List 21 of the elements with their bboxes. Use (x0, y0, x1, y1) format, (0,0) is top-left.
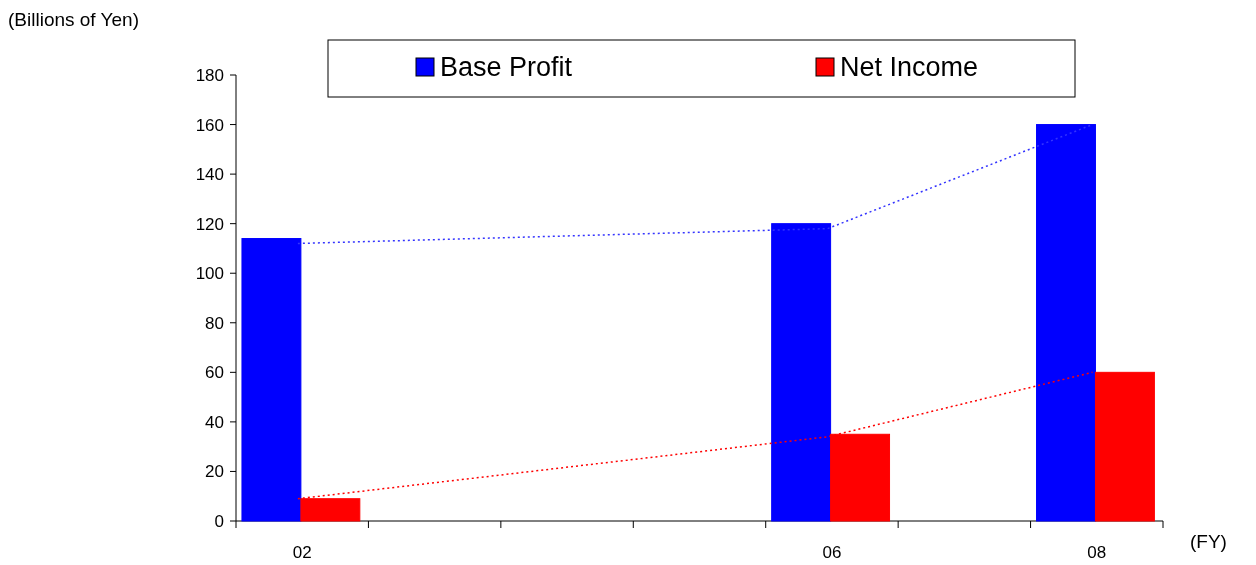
y-tick-label: 20 (205, 462, 224, 482)
y-tick-label: 180 (195, 65, 224, 85)
x-axis-title: (FY) (1190, 531, 1227, 552)
y-tick-label: 0 (214, 511, 224, 531)
y-tick-label: 100 (195, 264, 224, 284)
x-tick-label: 06 (822, 543, 842, 562)
y-axis-title: (Billions of Yen) (8, 9, 139, 30)
y-tick-label: 140 (195, 165, 224, 185)
y-tick-label: 40 (205, 412, 224, 432)
legend-label: Net Income (840, 52, 979, 82)
bar (1036, 124, 1096, 522)
bar (771, 223, 832, 522)
y-tick-label: 160 (195, 115, 224, 135)
bar (1094, 371, 1155, 522)
x-tick-label: 02 (292, 543, 312, 562)
y-tick-label: 60 (205, 363, 224, 383)
y-tick-label: 80 (205, 313, 224, 333)
legend-label: Base Profit (440, 52, 573, 82)
y-tick-label: 120 (195, 214, 224, 234)
x-tick-label: 08 (1087, 543, 1107, 562)
bar (241, 238, 302, 522)
